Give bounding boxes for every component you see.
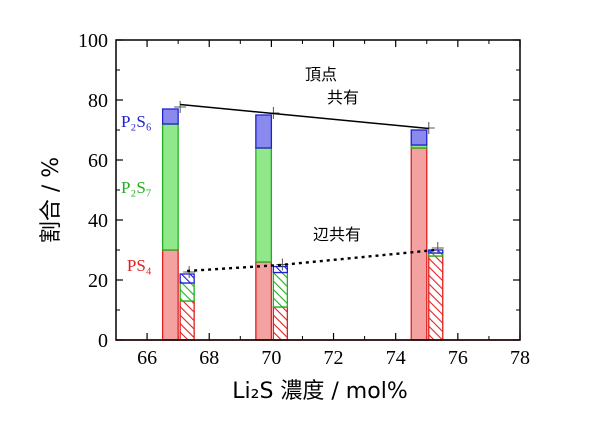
bar-P2S6-vertex-75 [410,129,428,146]
bar-P2S6-edge-67 [179,273,195,284]
y-tick-label: 40 [88,210,108,232]
x-tick-label: 76 [448,347,468,369]
bar-P2S7-vertex-70 [255,147,273,263]
y-tick-label: 60 [88,150,108,172]
vertex-sharing-label-line2: 共有 [327,88,359,107]
y-tick-label: 20 [88,270,108,292]
bar-PS4-vertex-70 [255,261,273,341]
plot-frame [115,39,521,341]
bar-P2S6-edge-75 [428,249,444,254]
bars [161,101,444,341]
y-tick-label: 80 [88,90,108,112]
edge-sharing-trend-line [187,248,436,273]
x-tick-label: 68 [199,347,219,369]
vertex-sharing-label-line1: 頂点 [305,65,337,84]
edge-sharing-label: 辺共有 [313,225,361,244]
species-label-PS4: PS₄ [127,256,152,275]
trend-lines [180,103,436,273]
x-tick-label: 72 [324,347,344,369]
x-tick-label: 66 [137,347,157,369]
y-tick-label: 0 [98,330,108,352]
plot-border [115,39,521,341]
tick-labels: 66 68 70 72 74 76 78 0 20 40 60 80 100 [78,30,530,369]
x-tick-label: 78 [510,347,530,369]
y-axis-label: 割合 / % [39,157,64,243]
species-label-P2S6: P₂S₆ [121,112,152,131]
x-tick-label: 74 [386,347,406,369]
bar-P2S7-edge-70 [272,271,289,308]
y-tick-label: 100 [78,30,108,52]
x-tick-label: 70 [261,347,281,369]
bar-PS4-edge-75 [428,255,444,341]
vertex-sharing-trend-line [180,103,429,130]
bar-PS4-vertex-67 [161,249,179,341]
bar-PS4-edge-70 [272,306,289,341]
species-labels: P₂S₆ P₂S₇ PS₄ [121,112,152,275]
bar-P2S6-edge-70 [272,265,289,274]
bar-P2S6-vertex-70 [255,114,273,149]
species-label-P2S7: P₂S₇ [121,178,152,197]
bar-P2S7-vertex-67 [161,123,179,251]
bar-P2S7-edge-67 [179,282,195,302]
bar-P2S6-vertex-67 [161,108,179,125]
bar-PS4-vertex-75 [410,147,428,341]
x-axis-label: Li₂S 濃度 / mol% [232,379,407,404]
bar-PS4-edge-67 [179,300,195,341]
